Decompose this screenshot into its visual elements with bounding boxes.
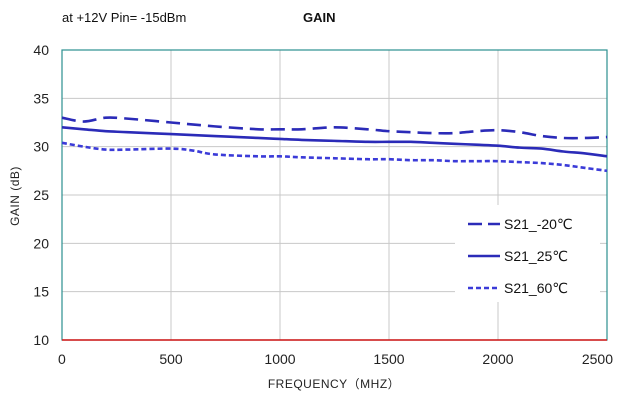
legend-label: S21_60℃ (504, 280, 568, 296)
x-tick-label: 1000 (264, 351, 295, 367)
x-tick-label: 500 (159, 351, 183, 367)
x-tick-label: 2000 (482, 351, 513, 367)
legend-label: S21_-20℃ (504, 216, 573, 232)
series-layer (61, 116, 608, 173)
chart-subtitle: at +12V Pin= -15dBm (62, 10, 186, 25)
series-line-3 (61, 141, 608, 173)
series-line-1 (61, 116, 608, 140)
y-axis-label: GAIN (dB) (8, 166, 22, 226)
x-tick-label: 0 (58, 351, 66, 367)
x-tick-label: 1500 (373, 351, 404, 367)
chart-title: GAIN (303, 10, 336, 25)
y-tick-label: 35 (33, 90, 49, 106)
y-tick-label: 30 (33, 139, 49, 155)
y-tick-labels: 10 15 20 25 30 35 40 (33, 42, 49, 348)
grid-lines (62, 50, 607, 340)
y-tick-label: 10 (33, 332, 49, 348)
y-tick-label: 20 (33, 235, 49, 251)
y-tick-label: 25 (33, 187, 49, 203)
legend: S21_-20℃ S21_25℃ S21_60℃ (455, 205, 600, 302)
y-tick-label: 40 (33, 42, 49, 58)
series-line-2 (61, 126, 608, 158)
legend-label: S21_25℃ (504, 248, 568, 264)
y-tick-label: 15 (33, 284, 49, 300)
x-tick-labels: 0 500 1000 1500 2000 2500 (58, 351, 613, 367)
x-tick-label: 2500 (582, 351, 613, 367)
x-axis-label: FREQUENCY（MHZ） (268, 377, 400, 391)
legend-box (455, 205, 600, 302)
